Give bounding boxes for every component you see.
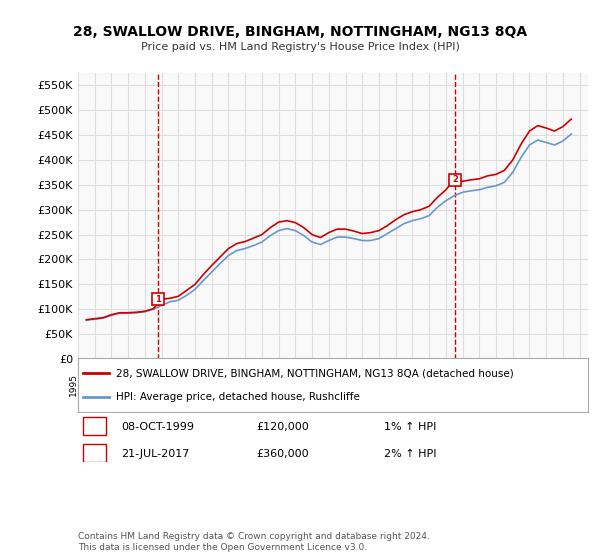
Text: 2024: 2024 [554, 373, 563, 395]
Text: 2013: 2013 [370, 373, 379, 396]
Text: 2: 2 [91, 449, 98, 459]
Text: 2025: 2025 [571, 373, 580, 396]
Text: 2019: 2019 [470, 373, 479, 396]
Text: Contains HM Land Registry data © Crown copyright and database right 2024.
This d: Contains HM Land Registry data © Crown c… [78, 532, 430, 552]
Text: 2004: 2004 [220, 373, 229, 396]
Text: 1: 1 [155, 295, 161, 304]
Text: 1996: 1996 [86, 373, 95, 396]
Text: 2008: 2008 [286, 373, 295, 396]
Text: £360,000: £360,000 [257, 449, 309, 459]
Text: 2022: 2022 [520, 373, 529, 395]
Text: 28, SWALLOW DRIVE, BINGHAM, NOTTINGHAM, NG13 8QA: 28, SWALLOW DRIVE, BINGHAM, NOTTINGHAM, … [73, 25, 527, 39]
Text: 1995: 1995 [69, 373, 78, 396]
Text: HPI: Average price, detached house, Rushcliffe: HPI: Average price, detached house, Rush… [116, 391, 360, 402]
FancyBboxPatch shape [83, 444, 106, 463]
Text: 1999: 1999 [136, 373, 145, 396]
Text: 1997: 1997 [103, 373, 112, 396]
Text: 2% ↑ HPI: 2% ↑ HPI [384, 449, 437, 459]
Text: 2002: 2002 [186, 373, 195, 396]
Text: 2012: 2012 [353, 373, 362, 396]
Text: 2010: 2010 [320, 373, 329, 396]
Text: 08-OCT-1999: 08-OCT-1999 [121, 422, 194, 432]
Text: 2: 2 [452, 175, 458, 184]
Text: £120,000: £120,000 [257, 422, 309, 432]
Text: 2006: 2006 [253, 373, 262, 396]
Text: Price paid vs. HM Land Registry's House Price Index (HPI): Price paid vs. HM Land Registry's House … [140, 42, 460, 52]
Text: 28, SWALLOW DRIVE, BINGHAM, NOTTINGHAM, NG13 8QA (detached house): 28, SWALLOW DRIVE, BINGHAM, NOTTINGHAM, … [116, 368, 514, 379]
Text: 2016: 2016 [420, 373, 429, 396]
Text: 2015: 2015 [403, 373, 412, 396]
Text: 2001: 2001 [169, 373, 178, 396]
Text: 2017: 2017 [437, 373, 446, 396]
Text: 2020: 2020 [487, 373, 496, 396]
Text: 2023: 2023 [537, 373, 546, 396]
Text: 1% ↑ HPI: 1% ↑ HPI [384, 422, 436, 432]
Text: 2009: 2009 [303, 373, 312, 396]
Text: 2003: 2003 [203, 373, 212, 396]
Text: 1: 1 [91, 422, 98, 432]
Text: 2011: 2011 [337, 373, 346, 396]
Text: 21-JUL-2017: 21-JUL-2017 [121, 449, 190, 459]
Text: 1998: 1998 [119, 373, 128, 396]
Text: 2005: 2005 [236, 373, 245, 396]
Text: 2021: 2021 [504, 373, 513, 396]
Text: 2007: 2007 [269, 373, 278, 396]
Text: 2018: 2018 [454, 373, 463, 396]
FancyBboxPatch shape [83, 417, 106, 435]
Text: 2014: 2014 [387, 373, 396, 396]
Text: 2000: 2000 [152, 373, 161, 396]
